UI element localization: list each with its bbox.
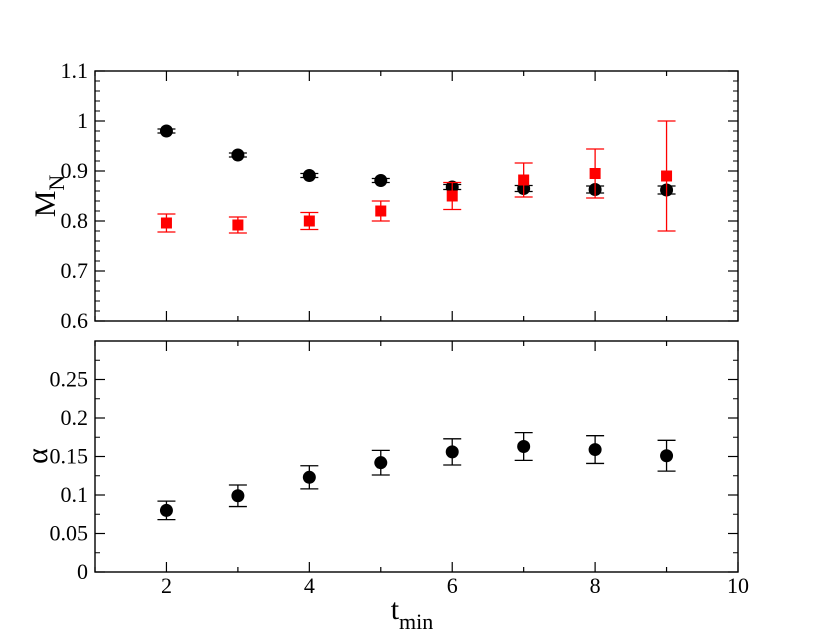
- top-series-1-point: [518, 174, 530, 186]
- bottom-series-0-point: [302, 470, 316, 484]
- top-plot-frame: [94, 70, 739, 322]
- bottom-panel: 0 0.05 0.1 0.15 0.2 0.25 2 4 6 8 10: [50, 340, 749, 598]
- bottom-y-axis-title: α: [21, 448, 54, 464]
- top-series-1-point: [589, 168, 601, 179]
- top-series-0-point: [302, 169, 316, 182]
- bottom-y-tick-label: 0.05: [50, 521, 89, 546]
- bottom-x-tick-label: 10: [727, 573, 749, 598]
- top-series-1-point: [661, 170, 673, 182]
- bottom-x-tick-label: 4: [304, 573, 315, 598]
- bottom-series-0-point: [374, 456, 388, 470]
- top-y-axis-title: MN: [29, 175, 69, 218]
- top-series-1-point: [160, 217, 172, 229]
- top-panel: 0.6 0.7 0.8 0.9 1 1.1: [61, 58, 739, 333]
- top-y-tick-label: 0.9: [61, 158, 89, 183]
- x-axis-title: tmin: [391, 593, 434, 634]
- top-y-tick-label: 1: [77, 108, 88, 133]
- bottom-series-0-point: [660, 449, 674, 463]
- bottom-series-0-point: [445, 445, 459, 459]
- top-series-1-point: [446, 190, 458, 202]
- bottom-series-0-point: [517, 439, 531, 453]
- top-series-0-point: [231, 148, 245, 162]
- bottom-y-tick-label: 0: [77, 559, 88, 584]
- top-y-axis-title-sub: N: [44, 175, 69, 191]
- top-series-1-point: [232, 219, 244, 231]
- bottom-x-tick-label: 8: [590, 573, 601, 598]
- bottom-y-tick-label: 0.15: [50, 444, 89, 469]
- bottom-y-tick-label: 0.2: [61, 405, 89, 430]
- bottom-y-tick-label: 0.25: [50, 367, 89, 392]
- bottom-plot-frame: [94, 340, 739, 573]
- bottom-series-0-point: [231, 489, 245, 503]
- top-y-tick-label: 1.1: [61, 58, 89, 83]
- bottom-series-0-point: [159, 503, 173, 517]
- top-y-tick-label: 0.8: [61, 208, 89, 233]
- top-y-axis-title-main: M: [29, 191, 62, 218]
- bottom-series-0-point: [588, 443, 602, 457]
- top-y-tick-label: 0.7: [61, 258, 89, 283]
- bottom-x-tick-label: 2: [161, 573, 172, 598]
- top-series-1-point: [303, 215, 315, 227]
- top-y-tick-label: 0.6: [61, 308, 89, 333]
- top-series-0-point: [374, 174, 388, 187]
- bottom-y-tick-label: 0.1: [61, 482, 89, 507]
- top-series-1-point: [375, 205, 387, 217]
- bottom-x-tick-label: 6: [447, 573, 458, 598]
- x-axis-title-sub: min: [399, 609, 433, 634]
- x-axis-title-main: t: [391, 593, 400, 626]
- top-series-0-point: [159, 124, 173, 138]
